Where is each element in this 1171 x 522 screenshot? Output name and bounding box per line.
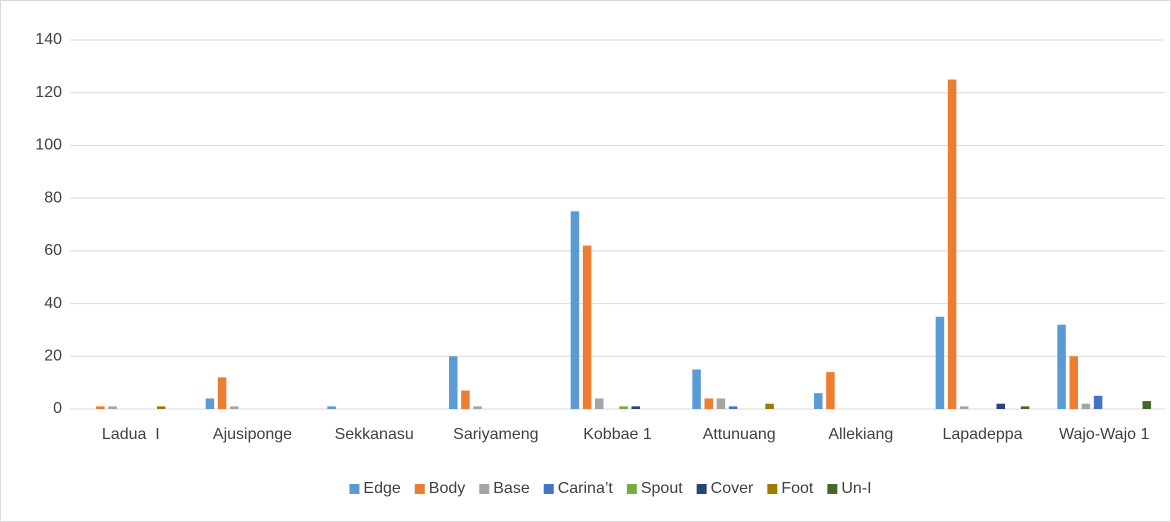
bar xyxy=(1142,401,1152,409)
legend-swatch xyxy=(479,484,490,494)
bar xyxy=(461,390,470,409)
y-tick-label: 20 xyxy=(44,348,62,365)
legend-label: Base xyxy=(493,480,530,497)
y-tick-label: 0 xyxy=(53,400,62,417)
x-tick-label: Kobbae 1 xyxy=(583,426,652,443)
bar xyxy=(582,245,592,409)
y-tick-label: 140 xyxy=(35,31,62,48)
bar xyxy=(1020,406,1030,409)
legend-label: Un-I xyxy=(841,480,871,497)
bar xyxy=(473,406,482,409)
legend-swatch xyxy=(414,484,425,494)
bar xyxy=(570,211,580,409)
bar xyxy=(594,398,604,409)
legend-label: Cover xyxy=(711,480,754,497)
bar xyxy=(716,398,726,409)
y-tick-label: 40 xyxy=(44,295,62,312)
bar xyxy=(96,406,105,409)
bar xyxy=(947,79,957,410)
x-tick-label: Sariyameng xyxy=(453,426,538,443)
bar xyxy=(935,316,945,409)
bar xyxy=(959,406,969,409)
bar xyxy=(1057,324,1066,409)
legend-swatch xyxy=(767,484,778,494)
legend-swatch xyxy=(827,484,838,494)
bar xyxy=(704,398,714,409)
y-tick-label: 120 xyxy=(35,84,62,101)
bar xyxy=(448,356,458,409)
bar xyxy=(631,406,641,409)
bar xyxy=(826,372,835,409)
y-tick-label: 100 xyxy=(35,137,62,154)
bar xyxy=(108,406,117,409)
legend-label: Foot xyxy=(781,480,814,497)
x-tick-label: Allekiang xyxy=(828,426,893,443)
bar xyxy=(619,406,628,409)
bar xyxy=(217,377,227,409)
legend-swatch xyxy=(696,484,707,494)
x-tick-label: Attunuang xyxy=(703,426,776,443)
legend-swatch xyxy=(543,484,554,494)
x-tick-label: Wajo-Wajo 1 xyxy=(1059,426,1149,443)
x-tick-label: Ajusiponge xyxy=(213,426,292,443)
legend-swatch xyxy=(626,484,637,494)
legend-label: Body xyxy=(429,480,465,497)
legend-label: Carina’t xyxy=(558,480,614,497)
bar xyxy=(728,406,738,409)
bar xyxy=(765,403,774,409)
bar xyxy=(205,398,215,409)
bar xyxy=(327,406,336,409)
legend-swatch xyxy=(349,484,360,494)
bar xyxy=(1069,356,1079,409)
bar xyxy=(813,393,823,409)
x-tick-label: Ladua I xyxy=(102,426,160,443)
legend-label: Edge xyxy=(363,480,400,497)
x-tick-label: Sekkanasu xyxy=(335,426,414,443)
legend-label: Spout xyxy=(641,480,683,497)
y-tick-label: 60 xyxy=(44,242,62,259)
bar xyxy=(1093,395,1103,409)
bar xyxy=(229,406,239,409)
bar xyxy=(1081,403,1091,409)
bar xyxy=(692,369,701,409)
bar xyxy=(156,406,166,409)
y-tick-label: 80 xyxy=(44,189,62,206)
x-tick-label: Lapadeppa xyxy=(942,426,1022,443)
bar xyxy=(996,403,1006,409)
